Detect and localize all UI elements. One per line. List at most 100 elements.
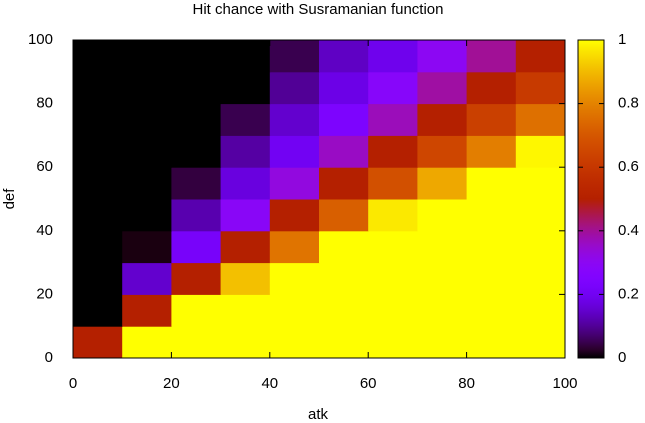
heat-cell: [515, 199, 566, 232]
heat-cell: [73, 71, 123, 105]
heat-cell: [122, 71, 172, 105]
heat-cell: [368, 135, 418, 168]
heat-cell: [73, 262, 123, 295]
heat-cell: [515, 326, 566, 359]
x-tick-label: 40: [261, 375, 278, 392]
heat-cell: [269, 40, 320, 73]
heat-cell: [73, 135, 123, 168]
heat-cell: [466, 135, 517, 168]
heat-cell: [122, 262, 172, 295]
heat-cell: [368, 326, 418, 359]
heat-cell: [417, 135, 468, 168]
heat-cell: [122, 199, 172, 232]
y-tick-label: 60: [36, 158, 53, 175]
heat-cell: [417, 199, 468, 232]
heat-cell: [122, 135, 172, 168]
heat-cell: [368, 262, 418, 295]
y-tick-label: 20: [36, 285, 53, 302]
heat-cell: [417, 103, 468, 136]
heat-cell: [515, 230, 566, 264]
heat-cell: [269, 103, 320, 136]
heat-cell: [417, 71, 468, 105]
heat-cell: [466, 71, 517, 105]
heat-cell: [220, 230, 271, 264]
plot-border: [72, 39, 566, 359]
heat-cell: [73, 103, 123, 136]
heat-cell: [417, 230, 468, 264]
heat-cell: [368, 230, 418, 264]
heat-cell: [269, 326, 320, 359]
heat-cell: [319, 262, 369, 295]
colorbar: [577, 39, 605, 359]
heat-cell: [122, 294, 172, 327]
heat-cell: [269, 294, 320, 327]
heat-cell: [368, 103, 418, 136]
y-tick-label: 100: [28, 31, 53, 48]
y-tick-label: 0: [45, 349, 53, 366]
colorbar-tick-label: 0.6: [618, 158, 639, 175]
heat-cell: [466, 326, 517, 359]
heat-cell: [515, 167, 566, 200]
heat-cell: [319, 167, 369, 200]
x-tick-label: 100: [552, 375, 577, 392]
heat-cell: [171, 262, 222, 295]
heat-cell: [368, 40, 418, 73]
heat-cell: [466, 40, 517, 73]
heat-cell: [122, 40, 172, 73]
heat-cell: [269, 199, 320, 232]
heat-cell: [171, 40, 222, 73]
heat-cell: [417, 262, 468, 295]
heat-cell: [220, 199, 271, 232]
heat-cell: [269, 135, 320, 168]
heat-cell: [73, 40, 123, 73]
heat-cell: [73, 230, 123, 264]
colorbar-tick-label: 0: [618, 349, 626, 366]
heat-cell: [73, 294, 123, 327]
x-tick-label: 60: [360, 375, 377, 392]
heat-cell: [417, 167, 468, 200]
heat-cell: [368, 71, 418, 105]
heat-cell: [220, 135, 271, 168]
heat-cell: [220, 326, 271, 359]
heat-cell: [319, 199, 369, 232]
heat-cell: [368, 294, 418, 327]
heat-cell: [220, 167, 271, 200]
heat-cell: [171, 167, 222, 200]
heat-cell: [73, 167, 123, 200]
heat-cell: [220, 262, 271, 295]
colorbar-tick-label: 0.4: [618, 222, 639, 239]
heat-cell: [515, 40, 566, 73]
heat-cell: [171, 135, 222, 168]
heat-cell: [171, 71, 222, 105]
heat-cell: [417, 326, 468, 359]
heat-cell: [466, 167, 517, 200]
heat-cell: [466, 199, 517, 232]
heat-cell: [466, 294, 517, 327]
x-axis-label: atk: [308, 406, 329, 423]
heat-cell: [466, 230, 517, 264]
heat-cell: [319, 40, 369, 73]
heat-cell: [319, 326, 369, 359]
heat-cell: [171, 230, 222, 264]
heat-cell: [368, 199, 418, 232]
heat-cell: [269, 230, 320, 264]
heat-cell: [269, 71, 320, 105]
y-axis-label: def: [1, 188, 18, 210]
heat-cell: [122, 230, 172, 264]
heat-cell: [122, 103, 172, 136]
heat-cell: [515, 294, 566, 327]
heat-cell: [319, 71, 369, 105]
chart-title: Hit chance with Susramanian function: [193, 1, 444, 18]
heat-cell: [515, 71, 566, 105]
y-tick-label: 80: [36, 95, 53, 112]
heat-cell: [171, 199, 222, 232]
heat-cell: [73, 199, 123, 232]
x-tick-label: 20: [163, 375, 180, 392]
colorbar-tick-label: 1: [618, 31, 626, 48]
colorbar-tick-label: 0.2: [618, 285, 639, 302]
heat-cell: [171, 326, 222, 359]
heat-cell: [319, 294, 369, 327]
heat-cell: [466, 262, 517, 295]
heat-cell: [515, 262, 566, 295]
